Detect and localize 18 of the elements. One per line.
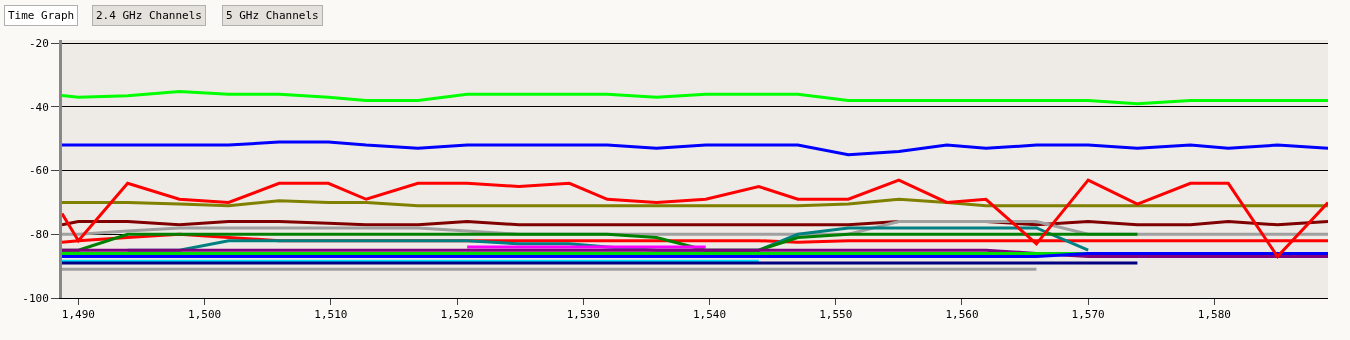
- x-tick-label: 1,570: [1071, 308, 1105, 322]
- y-tick-label: -80: [28, 228, 49, 242]
- text: Time Graph: [8, 9, 75, 22]
- x-tick-label: 1,560: [945, 308, 979, 322]
- y-tick-label: -100: [22, 291, 49, 305]
- text: 5 GHz Channels: [226, 9, 319, 22]
- x-tick-label: 1,580: [1197, 308, 1231, 322]
- x-tick-label: 1,520: [440, 308, 474, 322]
- x-tick-label: 1,490: [61, 308, 95, 322]
- y-tick-label: -20: [28, 37, 49, 51]
- text: 2.4 GHz Channels: [96, 9, 202, 22]
- x-tick-label: 1,510: [314, 308, 348, 322]
- x-tick-label: 1,500: [188, 308, 222, 322]
- y-tick-label: -40: [28, 100, 49, 114]
- x-tick-label: 1,540: [692, 308, 727, 322]
- x-tick-label: 1,550: [819, 308, 853, 322]
- x-tick-label: 1,530: [566, 308, 600, 322]
- y-tick-label: -60: [28, 164, 49, 178]
